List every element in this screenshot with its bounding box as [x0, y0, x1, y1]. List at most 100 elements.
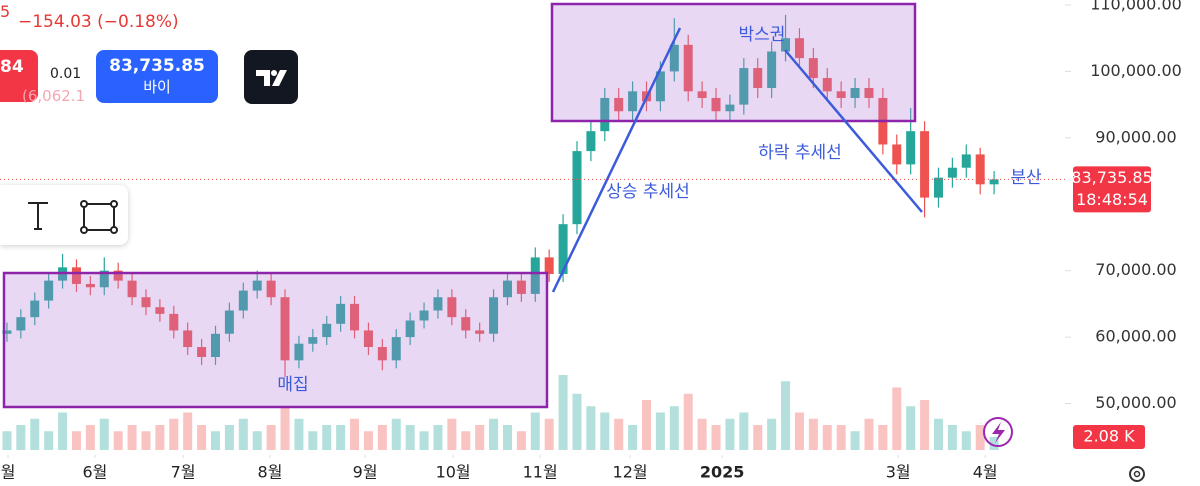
volume-bar [433, 425, 443, 450]
volume-bar [294, 418, 304, 450]
y-tick-label: 50,000.00 [1095, 393, 1176, 412]
settings-icon[interactable] [1129, 466, 1145, 482]
candle-body [308, 337, 318, 344]
volume-bar [16, 425, 26, 450]
candle-body [530, 257, 540, 294]
x-tick-label: 4월 [973, 463, 998, 482]
volume-label-box [1073, 425, 1145, 449]
volume-bar [614, 418, 624, 450]
candle-body [405, 320, 415, 338]
volume-bar [266, 425, 276, 450]
y-tick-label: 60,000.00 [1095, 327, 1176, 346]
candle-body [30, 300, 40, 318]
accumulation-box [2, 271, 549, 409]
volume-bar [989, 437, 999, 450]
volume-bar [461, 431, 471, 450]
volume-bar [739, 412, 749, 450]
candle-body [294, 343, 304, 361]
candle-body [363, 330, 373, 348]
candle-body [183, 330, 193, 348]
candle-body [906, 131, 916, 165]
x-tick-label: 월 [1, 463, 16, 482]
volume-bar [767, 418, 777, 450]
candle-body [628, 91, 638, 112]
y-tick-label: 70,000.00 [1095, 260, 1176, 279]
volume-bar [44, 431, 54, 450]
x-tick-label: 10월 [436, 463, 471, 482]
buy-button[interactable]: 83,735.85 바이 [96, 50, 218, 103]
volume-bar [71, 431, 81, 450]
candle-body [975, 154, 985, 185]
candle-body [16, 317, 26, 331]
settings-icon-core [1133, 470, 1141, 478]
logo[interactable] [244, 50, 298, 104]
annotation: 매집 [277, 375, 308, 395]
volume-bar [155, 425, 165, 450]
volume-bar [920, 400, 930, 450]
volume-bar [377, 425, 387, 450]
candle-body [197, 347, 207, 358]
volume-bar [892, 387, 902, 450]
candle-body [252, 280, 262, 291]
volume-bar [544, 418, 554, 450]
volume-bar [572, 393, 582, 450]
candle-body [377, 347, 387, 361]
candle-body [864, 88, 874, 98]
candle-body [127, 280, 137, 298]
volume-bar [197, 425, 207, 450]
volume-bar [58, 412, 68, 450]
volume-bar [906, 406, 916, 450]
x-tick-label: 9월 [353, 463, 378, 482]
volume-bar [628, 425, 638, 450]
candle-body [836, 91, 846, 98]
alert-icon[interactable] [983, 417, 1013, 447]
candle-body [238, 290, 248, 311]
volume-bar [878, 425, 888, 450]
volume-bar [697, 418, 707, 450]
candle-body [266, 280, 276, 298]
volume-bar [933, 418, 943, 450]
candle-body [892, 144, 902, 165]
sell-button[interactable]: 84 [0, 50, 38, 102]
x-tick-label: 12월 [613, 463, 648, 482]
candle-body [322, 323, 332, 338]
candle-body [808, 58, 818, 79]
candle-body [169, 313, 179, 331]
volume-bar [961, 431, 971, 450]
candle-body [920, 131, 930, 198]
toolbar-icons [28, 200, 118, 234]
candle-body [586, 131, 596, 152]
volume-bar [238, 418, 248, 450]
volume-bar [558, 375, 568, 450]
candle-body [336, 303, 346, 324]
volume-bar [516, 431, 526, 450]
volume-bar [252, 431, 262, 450]
candle-body [600, 97, 610, 132]
volume-bar [683, 393, 693, 450]
volume-bar [322, 425, 332, 450]
x-tick-label: 3월 [886, 463, 911, 482]
candle-body [447, 297, 457, 318]
buy-price: 83,735.85 [109, 56, 205, 76]
y-tick-label: 100,000.00 [1090, 61, 1182, 80]
candle-body [947, 167, 957, 178]
candle-body [99, 270, 109, 288]
annotation: 상승 추세선 [606, 182, 690, 202]
alert-bolt [992, 422, 1005, 443]
candle-body [697, 91, 707, 98]
volume-bar [530, 412, 540, 450]
volume-bar [489, 418, 499, 450]
drawing-toolbar [0, 185, 128, 245]
volume-bar [30, 418, 40, 450]
candle-body [141, 297, 151, 308]
volume-bar [363, 431, 373, 450]
volume-bar [2, 431, 12, 450]
range-box [550, 2, 917, 123]
volume-bar [308, 431, 318, 450]
volume-bar [753, 425, 763, 450]
volume-bar [336, 425, 346, 450]
candle-body [391, 337, 401, 361]
candle-body [933, 177, 943, 198]
